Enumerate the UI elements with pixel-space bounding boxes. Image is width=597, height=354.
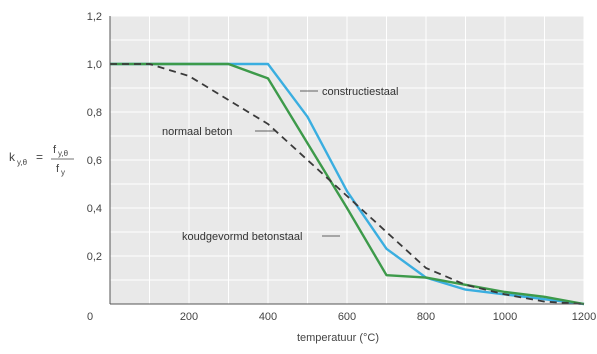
x-axis-label: temperatuur (°C) xyxy=(297,332,379,344)
y-tick-label: 0,4 xyxy=(87,203,102,215)
y-label-num: f xyxy=(53,144,57,156)
x-tick-label: 800 xyxy=(417,311,435,323)
series-line-1 xyxy=(110,62,585,306)
y-tick-label: 0,8 xyxy=(87,107,102,119)
y-label-den-sub: y xyxy=(61,168,65,177)
x-tick-label: 0 xyxy=(87,311,93,323)
y-label-equals: = xyxy=(36,150,43,164)
y-tick-label: 1,2 xyxy=(87,11,102,23)
y-label-num-sub: y,θ xyxy=(58,149,69,158)
series-annotation: constructiestaal xyxy=(322,86,398,98)
x-tick-label: 600 xyxy=(338,311,356,323)
x-tick-label: 1000 xyxy=(493,311,517,323)
y-tick-label: 1,0 xyxy=(87,59,102,71)
y-axis-label: k y,θ = f y,θ f y xyxy=(9,144,74,177)
y-label-den: f xyxy=(56,163,60,175)
svg-text:k: k xyxy=(9,150,16,164)
series-annotation: normaal beton xyxy=(162,126,232,138)
x-tick-label: 400 xyxy=(259,311,277,323)
y-tick-label: 0,2 xyxy=(87,251,102,263)
x-tick-label: 200 xyxy=(180,311,198,323)
y-tick-label: 0,6 xyxy=(87,155,102,167)
series-annotation: koudgevormd betonstaal xyxy=(182,231,302,243)
x-tick-label: 1200 xyxy=(572,311,596,323)
y-label-main-sub: y,θ xyxy=(17,158,28,167)
y-label-main: k xyxy=(9,150,16,164)
series-line-2 xyxy=(110,63,585,305)
